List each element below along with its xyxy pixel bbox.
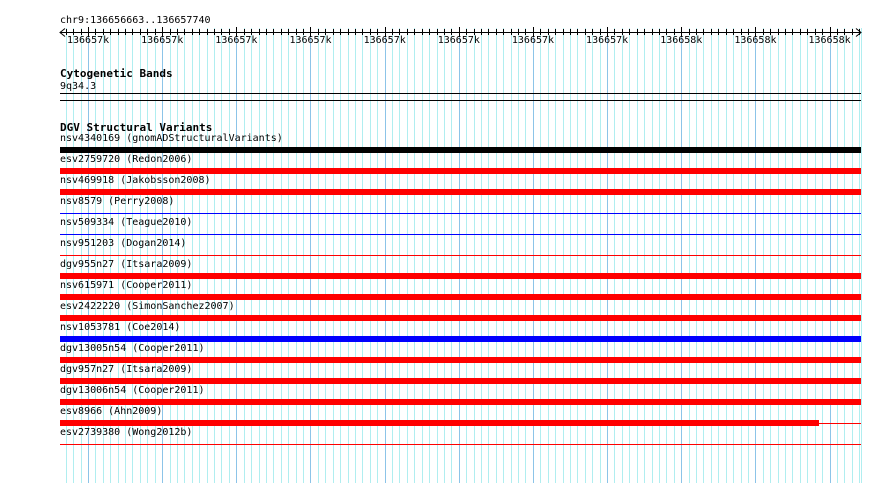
feature-label[interactable]: dgv955n27 (Itsara2009) — [60, 259, 193, 270]
feature-label[interactable]: nsv4340169 (gnomADStructuralVariants) — [60, 133, 283, 144]
ruler-tick-label: 136658k — [660, 35, 703, 46]
feature-label[interactable]: nsv1053781 (Coe2014) — [60, 322, 181, 333]
ruler-tick-label: 136657k — [289, 35, 332, 46]
feature-bar[interactable] — [60, 147, 861, 153]
feature-bar[interactable] — [60, 357, 861, 363]
ruler-tick-label: 136657k — [586, 35, 629, 46]
feature-bar[interactable] — [60, 444, 861, 445]
feature-label[interactable]: esv8966 (Ahn2009) — [60, 406, 163, 417]
feature-label[interactable]: dgv957n27 (Itsara2009) — [60, 364, 193, 375]
ruler-tick-label: 136658k — [734, 35, 777, 46]
feature-label[interactable]: esv2739380 (Wong2012b) — [60, 427, 193, 438]
feature-label[interactable]: dgv13006n54 (Cooper2011) — [60, 385, 205, 396]
feature-bar[interactable] — [60, 420, 820, 426]
feature-label[interactable]: nsv951203 (Dogan2014) — [60, 238, 187, 249]
track-divider — [60, 100, 861, 101]
ruler-tick-label: 136657k — [511, 35, 555, 46]
ruler-location: chr9:136656663..136657740 — [60, 15, 211, 26]
feature-bar[interactable] — [60, 189, 861, 195]
cytobands-track-title: Cytogenetic Bands — [60, 67, 173, 80]
feature-bar-tail[interactable] — [819, 423, 861, 424]
feature-label[interactable]: nsv615971 (Cooper2011) — [60, 280, 193, 291]
feature-bar[interactable] — [60, 294, 861, 300]
ruler-tick-label: 136658k — [808, 35, 851, 46]
feature-label[interactable]: dgv13005n54 (Cooper2011) — [60, 343, 205, 354]
ruler-tick-label: 136657k — [437, 35, 480, 46]
ruler-tick-label: 136657k — [141, 35, 184, 46]
feature-bar[interactable] — [60, 255, 861, 256]
cytoband-bar-top — [60, 93, 861, 94]
feature-label[interactable]: nsv509334 (Teague2010) — [60, 217, 193, 228]
cytoband-label: 9q34.3 — [60, 81, 97, 92]
ruler-scale[interactable] — [0, 24, 890, 38]
dgv-track-title: DGV Structural Variants — [60, 121, 213, 134]
ruler-tick-label: 136657k — [363, 35, 406, 46]
ruler-tick-label: 136657k — [67, 35, 110, 46]
feature-label[interactable]: esv2422220 (SimonSanchez2007) — [60, 301, 235, 312]
feature-bar[interactable] — [60, 315, 861, 321]
ruler-tick-label: 136657k — [215, 35, 258, 46]
feature-bar[interactable] — [60, 273, 861, 279]
feature-bar[interactable] — [60, 378, 861, 384]
feature-label[interactable]: nsv8579 (Perry2008) — [60, 196, 175, 207]
feature-label[interactable]: esv2759720 (Redon2006) — [60, 154, 193, 165]
feature-bar[interactable] — [60, 213, 861, 214]
feature-label[interactable]: nsv469918 (Jakobsson2008) — [60, 175, 211, 186]
feature-bar[interactable] — [60, 399, 861, 405]
feature-bar[interactable] — [60, 234, 861, 235]
ruler-arrow-icon — [59, 28, 862, 37]
feature-bar[interactable] — [60, 336, 861, 342]
feature-bar[interactable] — [60, 168, 861, 174]
